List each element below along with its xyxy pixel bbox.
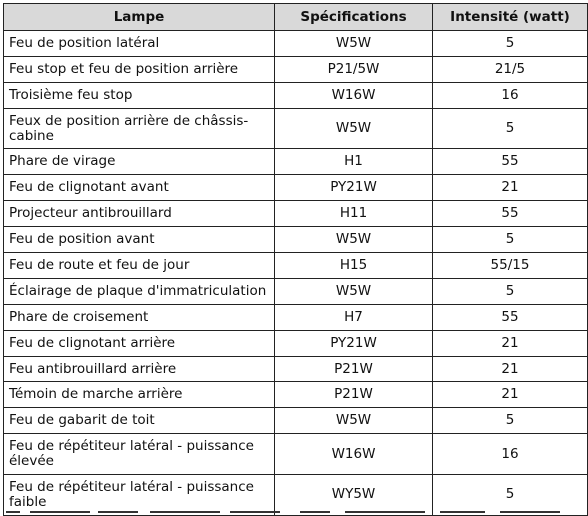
specification-cell: H15 (274, 252, 433, 279)
specification-cell: W5W (274, 226, 433, 254)
specification-cell: H1 (274, 148, 433, 176)
table-row: Feu antibrouillard arrière P21W 21 (3, 355, 588, 383)
specification-cell: P21W (274, 355, 433, 383)
lamp-name-cell: Projecteur antibrouillard (3, 200, 275, 228)
table-row: Feu de position avant W5W 5 (3, 226, 588, 254)
specification-cell: H7 (274, 303, 433, 331)
lamp-name-cell: Phare de croisement (3, 303, 275, 331)
table-header-row: Lampe Spécifications Intensité (watt) (3, 3, 588, 31)
wattage-cell: 5 (432, 474, 588, 516)
table-row: Feu de clignotant avant PY21W 21 (3, 174, 588, 202)
specification-cell: H11 (274, 200, 433, 228)
column-header-wattage: Intensité (watt) (432, 3, 588, 31)
wattage-cell: 55 (432, 303, 588, 331)
lamp-name-cell: Phare de virage (3, 148, 275, 176)
specification-cell: W5W (274, 30, 433, 57)
lamp-name-cell: Feux de position arrière de châssis-cabi… (3, 107, 275, 150)
table-row: Feu de gabarit de toit W5W 5 (3, 407, 588, 435)
table-row: Feu stop et feu de position arrière P21/… (3, 55, 588, 83)
lamp-name-cell: Éclairage de plaque d'immatriculation (3, 277, 275, 305)
lamp-name-cell: Témoin de marche arrière (3, 381, 275, 409)
wattage-cell: 5 (432, 226, 588, 254)
table-row: Feux de position arrière de châssis-cabi… (3, 107, 588, 150)
wattage-cell: 21 (432, 355, 588, 383)
wattage-cell: 16 (432, 433, 588, 476)
wattage-cell: 5 (432, 407, 588, 435)
table-row: Feu de répétiteur latéral - puissance fa… (3, 474, 588, 516)
wattage-cell: 5 (432, 30, 588, 57)
table-row: Feu de route et feu de jour H15 55/15 (3, 252, 588, 279)
specification-cell: PY21W (274, 329, 433, 357)
lamp-name-cell: Feu stop et feu de position arrière (3, 55, 275, 83)
wattage-cell: 5 (432, 107, 588, 150)
specification-cell: W16W (274, 433, 433, 476)
lamp-name-cell: Feu de répétiteur latéral - puissance fa… (3, 474, 275, 516)
wattage-cell: 55/15 (432, 252, 588, 279)
lamp-name-cell: Feu de route et feu de jour (3, 252, 275, 279)
table-row: Phare de virage H1 55 (3, 148, 588, 176)
column-header-specifications: Spécifications (274, 3, 433, 31)
table-row: Feu de position latéral W5W 5 (3, 30, 588, 57)
table-row: Feu de clignotant arrière PY21W 21 (3, 329, 588, 357)
lamp-name-cell: Feu antibrouillard arrière (3, 355, 275, 383)
lamp-name-cell: Troisième feu stop (3, 81, 275, 109)
lamp-name-cell: Feu de répétiteur latéral - puissance él… (3, 433, 275, 476)
wattage-cell: 16 (432, 81, 588, 109)
specification-cell: WY5W (274, 474, 433, 516)
table-row: Phare de croisement H7 55 (3, 303, 588, 331)
table-row: Projecteur antibrouillard H11 55 (3, 200, 588, 228)
lamp-name-cell: Feu de position avant (3, 226, 275, 254)
lamp-name-cell: Feu de position latéral (3, 30, 275, 57)
table-row: Éclairage de plaque d'immatriculation W5… (3, 277, 588, 305)
specification-cell: W5W (274, 407, 433, 435)
wattage-cell: 21/5 (432, 55, 588, 83)
cropped-footer-text (0, 511, 588, 516)
specification-cell: P21W (274, 381, 433, 409)
lamp-name-cell: Feu de clignotant avant (3, 174, 275, 202)
specification-cell: W5W (274, 107, 433, 150)
wattage-cell: 21 (432, 329, 588, 357)
specification-cell: W5W (274, 277, 433, 305)
table-row: Feu de répétiteur latéral - puissance él… (3, 433, 588, 476)
specification-cell: PY21W (274, 174, 433, 202)
table-row: Témoin de marche arrière P21W 21 (3, 381, 588, 409)
lamp-name-cell: Feu de clignotant arrière (3, 329, 275, 357)
bulb-specification-table: Lampe Spécifications Intensité (watt) Fe… (3, 3, 588, 516)
bulb-specification-table-container: Lampe Spécifications Intensité (watt) Fe… (3, 3, 588, 516)
specification-cell: P21/5W (274, 55, 433, 83)
wattage-cell: 21 (432, 381, 588, 409)
lamp-name-cell: Feu de gabarit de toit (3, 407, 275, 435)
wattage-cell: 55 (432, 200, 588, 228)
wattage-cell: 55 (432, 148, 588, 176)
wattage-cell: 21 (432, 174, 588, 202)
column-header-lamp: Lampe (3, 3, 275, 31)
wattage-cell: 5 (432, 277, 588, 305)
specification-cell: W16W (274, 81, 433, 109)
table-row: Troisième feu stop W16W 16 (3, 81, 588, 109)
